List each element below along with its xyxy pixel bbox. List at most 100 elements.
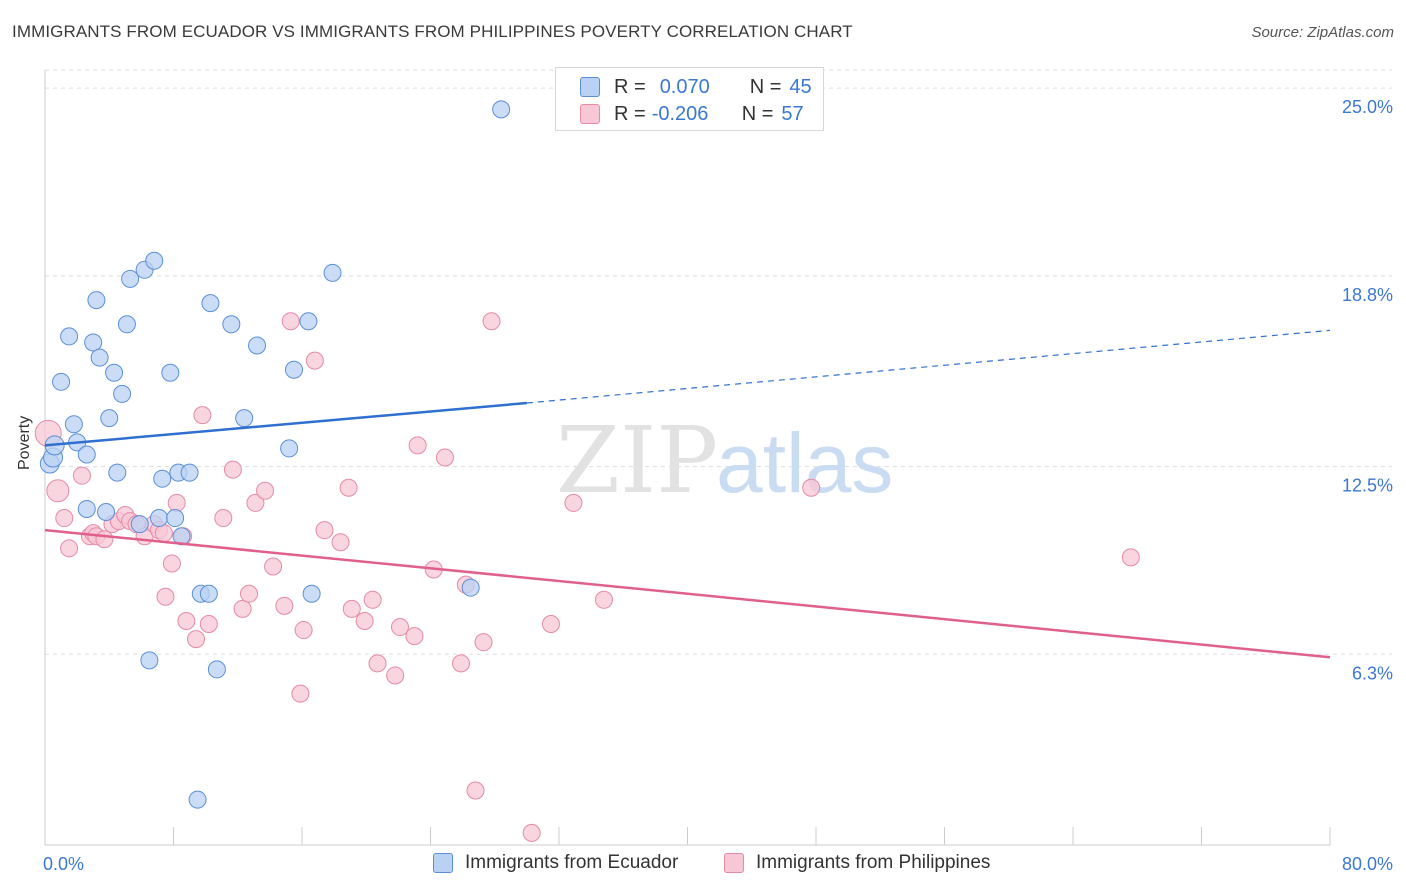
source-note: Source: ZipAtlas.com (1251, 24, 1394, 41)
ecuador-point (188, 790, 207, 809)
ecuador-point (461, 578, 480, 597)
philippines-point (156, 587, 175, 606)
ecuador-point (302, 584, 321, 603)
philippines-point (594, 590, 613, 609)
trend-lines (44, 329, 1331, 659)
series-ecuador (39, 100, 511, 809)
ecuador-point (161, 363, 180, 382)
y-tick-label: 6.3% (1352, 663, 1393, 683)
philippines-point (408, 436, 427, 455)
stats-legend: R = 0.070 N = 45 R = -0.206 N = 57 (555, 67, 824, 131)
legend-item-ecuador: Immigrants from Ecuador (433, 852, 678, 874)
philippines-point (193, 406, 212, 425)
ecuador-trend-extension (526, 329, 1331, 404)
ecuador-point (90, 348, 109, 367)
philippines-point (368, 654, 387, 673)
ecuador-point (150, 509, 169, 528)
philippines-point (154, 524, 173, 543)
philippines-point (95, 530, 114, 549)
philippines-point (246, 493, 265, 512)
philippines-point (264, 557, 283, 576)
ecuador-point (180, 463, 199, 482)
philippines-point (167, 493, 186, 512)
legend-row-philippines: R = -0.206 N = 57 (580, 101, 804, 127)
philippines-point (1121, 548, 1140, 567)
tick-labels: 6.3% 12.5% 18.8% 25.0% 0.0% 80.0% (43, 97, 1393, 874)
series-legend: Immigrants from Ecuador Immigrants from … (0, 852, 1406, 878)
philippines-point (339, 478, 358, 497)
ecuador-point (323, 263, 342, 282)
x-tick-label: 80.0% (1342, 854, 1393, 874)
philippines-point (802, 478, 821, 497)
x-tick-label: 0.0% (43, 854, 84, 874)
ecuador-point (64, 415, 83, 434)
ecuador-point (199, 584, 218, 603)
philippines-point (55, 509, 74, 528)
series-philippines (34, 312, 1140, 842)
y-tick-label: 18.8% (1342, 285, 1393, 305)
ecuador-point (97, 502, 116, 521)
legend-label-philippines: Immigrants from Philippines (756, 852, 991, 873)
philippines-point (474, 633, 493, 652)
ecuador-point (121, 269, 140, 288)
ecuador-point (145, 251, 164, 270)
ecuador-point (130, 515, 149, 534)
ecuador-point (280, 439, 299, 458)
ecuador-point (222, 315, 241, 334)
ecuador-point (77, 499, 96, 518)
legend-swatch-ecuador (580, 77, 600, 97)
philippines-point (256, 481, 275, 500)
philippines-point (564, 493, 583, 512)
ecuador-point (207, 660, 226, 679)
legend-r-value: -0.206 (651, 102, 709, 125)
legend-swatch-philippines (580, 104, 600, 124)
grid-lines (45, 69, 1392, 655)
legend-r-value: 0.070 (659, 75, 710, 98)
ecuador-point (140, 651, 159, 670)
philippines-point (223, 460, 242, 479)
legend-r-label: R = (614, 75, 646, 98)
philippines-point (46, 479, 70, 503)
ecuador-point (117, 315, 136, 334)
chart-title: IMMIGRANTS FROM ECUADOR VS IMMIGRANTS FR… (12, 22, 853, 41)
ecuador-point (60, 327, 79, 346)
y-tick-label: 12.5% (1342, 476, 1393, 496)
legend-item-philippines: Immigrants from Philippines (724, 852, 990, 874)
ecuador-point (284, 360, 303, 379)
watermark-zip: ZIP (556, 407, 718, 514)
philippines-point (466, 781, 485, 800)
legend-swatch-ecuador (433, 853, 453, 873)
ecuador-trend-line (44, 401, 527, 447)
philippines-point (342, 599, 361, 618)
philippines-point (522, 823, 541, 842)
philippines-point (199, 615, 218, 634)
philippines-point (315, 521, 334, 540)
philippines-point (405, 627, 424, 646)
philippines-point (214, 509, 233, 528)
ecuador-point (52, 372, 71, 391)
ecuador-point (201, 294, 220, 313)
philippines-point (291, 684, 310, 703)
ecuador-point (105, 363, 124, 382)
philippines-point (239, 584, 258, 603)
philippines-trend-line (44, 528, 1331, 659)
ecuador-point (153, 469, 172, 488)
legend-n-value: 57 (781, 102, 804, 125)
ecuador-point (492, 100, 511, 119)
legend-swatch-philippines (724, 853, 744, 873)
ecuador-point (113, 384, 132, 403)
philippines-point (186, 630, 205, 649)
ecuador-point (84, 333, 103, 352)
philippines-point (482, 312, 501, 331)
philippines-point (331, 533, 350, 552)
legend-label-ecuador: Immigrants from Ecuador (465, 852, 679, 873)
philippines-point (363, 590, 382, 609)
y-tick-label: 25.0% (1342, 97, 1393, 117)
ecuador-point (87, 291, 106, 310)
ecuador-point (235, 409, 254, 428)
ecuador-point (108, 463, 127, 482)
philippines-point (452, 654, 471, 673)
philippines-point (305, 351, 324, 370)
philippines-point (72, 466, 91, 485)
